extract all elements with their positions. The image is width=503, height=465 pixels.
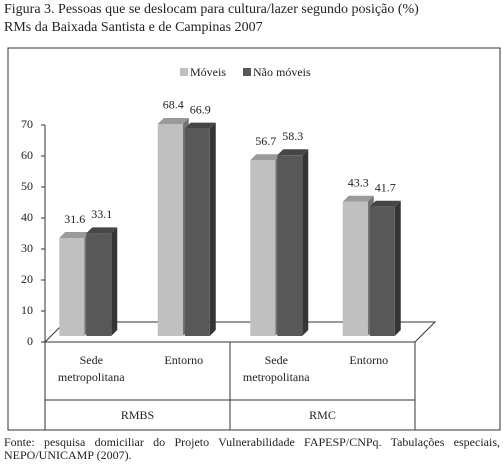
data-label: 58.3 (282, 129, 303, 143)
bar-top (277, 149, 309, 156)
y-tick-label: 20 (21, 272, 33, 286)
y-tick-label: 40 (21, 210, 33, 224)
y-tick-label: 10 (21, 303, 33, 317)
y-tick-label: 70 (21, 117, 33, 131)
bar-top (250, 154, 282, 161)
bar (59, 238, 85, 336)
data-label: 33.1 (91, 207, 112, 221)
y-tick-label: 50 (21, 179, 33, 193)
source-note: Fonte: pesquisa domiciliar do Projeto Vu… (4, 435, 500, 462)
bar-top (86, 227, 118, 234)
bar-top (59, 232, 91, 239)
chart-subtitle: RMs da Baixada Santista e de Campinas 20… (4, 20, 263, 35)
y-tick-label: 60 (21, 148, 33, 162)
x-tick-label-box: Entorno (349, 353, 389, 367)
x-tick-label-box: Sede metropolitana (57, 353, 125, 384)
chart-title: Figura 3. Pessoas que se deslocam para c… (4, 2, 419, 17)
bar-side (302, 149, 309, 336)
group-label: RMBS (121, 408, 154, 422)
x-tick-label: Sede metropolitana (57, 353, 125, 384)
bar (277, 155, 303, 336)
bar (342, 201, 368, 336)
x-tick-label: Sede metropolitana (242, 353, 310, 384)
data-label: 68.4 (163, 98, 184, 112)
y-tick-label: 0 (27, 334, 33, 348)
data-label: 66.9 (190, 102, 211, 116)
bar-top (184, 122, 216, 129)
bar-top (342, 195, 374, 202)
x-tick-label: Entorno (349, 353, 389, 367)
bar (250, 160, 276, 336)
y-tick-label: 30 (21, 241, 33, 255)
x-tick-label: Entorno (164, 353, 204, 367)
bar-top (157, 117, 189, 124)
bar-side (394, 200, 401, 336)
bar-side (111, 227, 118, 336)
bar (86, 233, 112, 336)
bar (157, 123, 183, 337)
data-label: 31.6 (64, 212, 85, 226)
legend-label: Móveis (190, 65, 226, 79)
bar (184, 128, 210, 336)
data-label: 43.3 (348, 176, 369, 190)
bar-top (369, 200, 401, 207)
bar (369, 206, 395, 336)
frame (7, 47, 501, 431)
x-tick-label-box: Sede metropolitana (242, 353, 310, 384)
x-tick-label-box: Entorno (164, 353, 204, 367)
bar-side (209, 122, 216, 336)
data-label: 56.7 (255, 134, 276, 148)
floor (43, 321, 437, 343)
legend-swatch (243, 68, 251, 76)
group-label: RMC (309, 408, 336, 422)
legend-swatch (180, 68, 188, 76)
data-label: 41.7 (375, 180, 396, 194)
legend-label: Não móveis (253, 65, 311, 79)
